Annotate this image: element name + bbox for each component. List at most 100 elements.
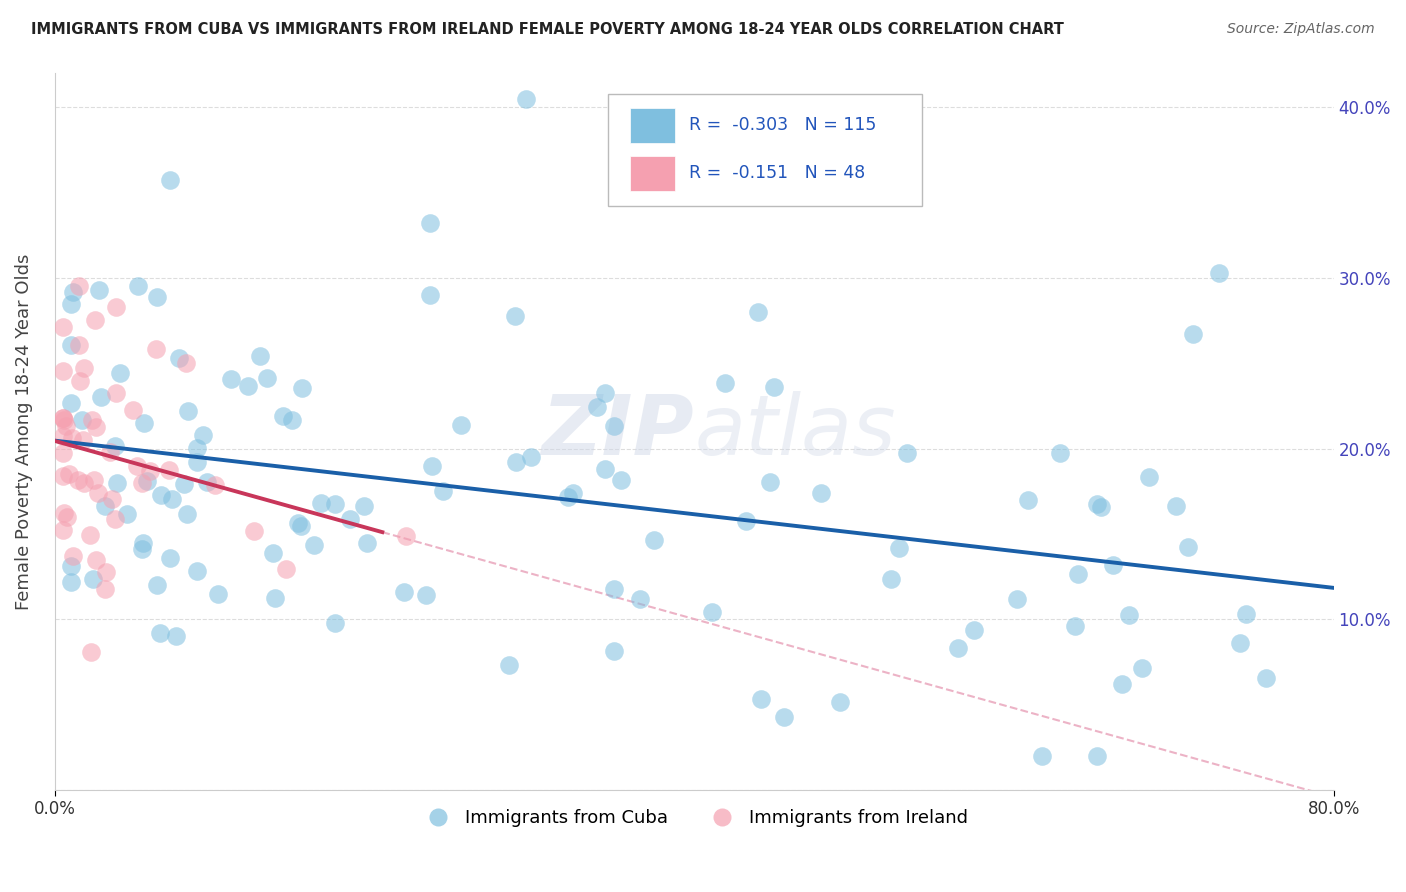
Point — [51, 410, 73, 425]
Point — [276, 562, 298, 576]
Point — [51, 446, 73, 460]
Point — [963, 624, 986, 638]
Point — [271, 409, 294, 424]
Point — [51, 411, 73, 425]
Point — [450, 418, 472, 433]
Point — [702, 605, 724, 619]
Point — [59, 559, 82, 574]
Point — [1102, 558, 1125, 572]
Point — [1017, 493, 1039, 508]
Point — [204, 478, 226, 492]
Point — [747, 305, 769, 319]
Point — [290, 381, 312, 395]
Point — [100, 491, 122, 506]
Point — [503, 309, 526, 323]
Point — [714, 376, 737, 391]
Point — [1085, 748, 1108, 763]
Point — [1137, 470, 1160, 484]
Point — [121, 403, 143, 417]
Point — [176, 507, 198, 521]
Point — [264, 591, 287, 605]
Point — [87, 283, 110, 297]
Point — [55, 418, 77, 433]
Point — [828, 695, 851, 709]
Point — [186, 454, 208, 468]
Point — [132, 417, 155, 431]
Point — [125, 458, 148, 473]
Point — [51, 320, 73, 334]
Point — [94, 499, 117, 513]
Point — [628, 592, 651, 607]
Point — [1234, 607, 1257, 622]
Point — [52, 412, 75, 426]
Point — [186, 564, 208, 578]
Point — [105, 475, 128, 490]
Point — [1064, 619, 1087, 633]
Point — [157, 463, 180, 477]
Point — [762, 380, 785, 394]
Text: R =  -0.151   N = 48: R = -0.151 N = 48 — [689, 164, 865, 182]
Point — [131, 475, 153, 490]
Point — [505, 455, 527, 469]
Point — [138, 464, 160, 478]
Point — [135, 475, 157, 489]
Point — [93, 582, 115, 596]
Point — [108, 366, 131, 380]
Point — [946, 641, 969, 656]
Point — [127, 279, 149, 293]
Point — [1067, 567, 1090, 582]
Point — [67, 338, 90, 352]
Point — [84, 552, 107, 566]
Y-axis label: Female Poverty Among 18-24 Year Olds: Female Poverty Among 18-24 Year Olds — [15, 253, 32, 609]
Point — [595, 386, 617, 401]
Point — [1177, 540, 1199, 554]
Point — [159, 551, 181, 566]
Point — [595, 461, 617, 475]
Text: Source: ZipAtlas.com: Source: ZipAtlas.com — [1227, 22, 1375, 37]
Point — [195, 475, 218, 489]
Point — [249, 349, 271, 363]
Point — [51, 469, 73, 483]
Point — [55, 509, 77, 524]
Point — [603, 644, 626, 658]
Point — [1130, 661, 1153, 675]
Point — [66, 473, 89, 487]
Point — [734, 514, 756, 528]
Point — [104, 512, 127, 526]
Legend: Immigrants from Cuba, Immigrants from Ireland: Immigrants from Cuba, Immigrants from Ir… — [413, 802, 976, 835]
Point — [59, 296, 82, 310]
Point — [59, 338, 82, 352]
Point — [62, 285, 84, 300]
Point — [186, 442, 208, 456]
Point — [339, 512, 361, 526]
Point — [256, 371, 278, 385]
Point — [159, 173, 181, 187]
Point — [146, 291, 169, 305]
Point — [165, 629, 187, 643]
Point — [353, 499, 375, 513]
Point — [498, 658, 520, 673]
Text: R =  -0.303   N = 115: R = -0.303 N = 115 — [689, 116, 876, 135]
Point — [62, 549, 84, 563]
Point — [432, 484, 454, 499]
Point — [1090, 500, 1112, 515]
Point — [173, 477, 195, 491]
Point — [69, 374, 91, 388]
FancyBboxPatch shape — [609, 95, 922, 206]
Point — [323, 615, 346, 630]
Point — [53, 506, 76, 520]
Point — [1111, 677, 1133, 691]
Point — [145, 342, 167, 356]
Point — [603, 419, 626, 434]
Point — [59, 575, 82, 590]
Point — [419, 216, 441, 230]
Point — [880, 572, 903, 586]
Point — [82, 572, 104, 586]
Point — [58, 467, 80, 481]
Point — [98, 445, 121, 459]
Point — [83, 313, 105, 327]
Point — [51, 429, 73, 443]
Point — [79, 528, 101, 542]
Point — [72, 361, 94, 376]
Point — [1181, 327, 1204, 342]
